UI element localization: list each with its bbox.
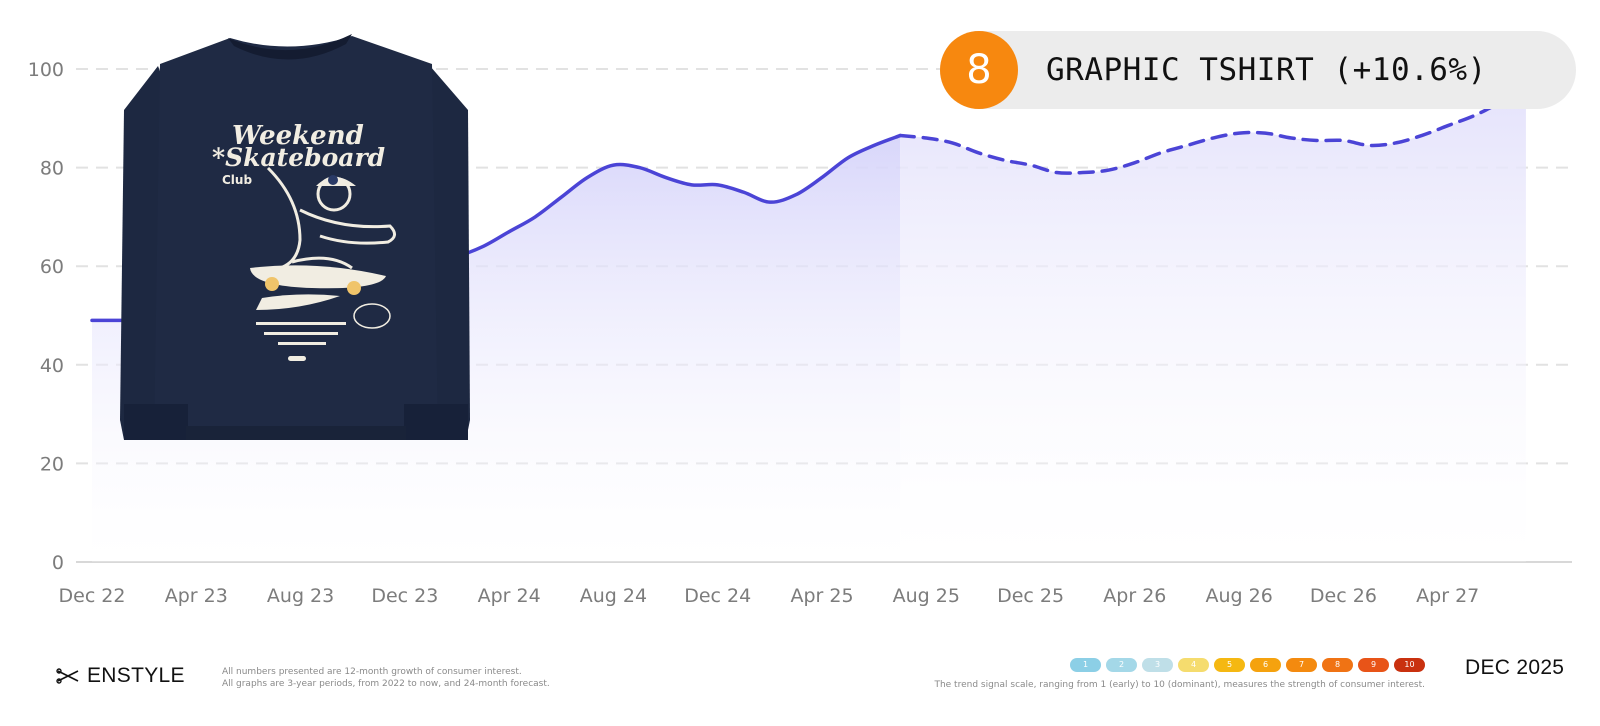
scale-pill-2: 2 — [1106, 658, 1137, 672]
x-tick-label: Dec 24 — [684, 585, 751, 607]
x-tick-label: Dec 25 — [997, 585, 1064, 607]
footer-note-1: All numbers presented are 12-month growt… — [222, 667, 522, 677]
product-tshirt-image: Weekend *Skateboard Club — [120, 34, 470, 440]
trend-signal-scale: 1 2 3 4 5 6 7 8 9 10 — [1070, 658, 1425, 672]
x-axis-ticks: Dec 22 Apr 23 Aug 23 Dec 23 Apr 24 Aug 24 Dec … — [59, 585, 1480, 607]
report-date: DEC 2025 — [1465, 656, 1565, 679]
x-tick-label: Apr 27 — [1416, 585, 1479, 607]
scale-note: The trend signal scale, ranging from 1 (… — [934, 680, 1425, 690]
y-tick-label: 60 — [40, 256, 64, 278]
footer-notes: All numbers presented are 12-month growt… — [222, 666, 550, 690]
footer-note-2: All graphs are 3-year periods, from 2022… — [222, 679, 550, 689]
x-tick-label: Apr 24 — [478, 585, 541, 607]
forecast-line — [898, 94, 1528, 175]
y-tick-label: 0 — [52, 552, 64, 574]
x-tick-label: Apr 25 — [790, 585, 853, 607]
x-tick-label: Dec 26 — [1310, 585, 1377, 607]
scale-pill-9: 9 — [1358, 658, 1389, 672]
y-tick-label: 100 — [28, 59, 64, 81]
x-tick-label: Aug 25 — [893, 585, 960, 607]
brand-name: ENSTYLE — [87, 664, 185, 687]
x-tick-label: Dec 23 — [371, 585, 438, 607]
scale-pill-4: 4 — [1178, 658, 1209, 672]
trend-rank-badge: 8 — [940, 31, 1018, 109]
brand-logo: ENSTYLE — [56, 664, 185, 688]
title-pill — [940, 31, 1576, 109]
y-tick-label: 20 — [40, 453, 64, 475]
scissors-icon — [56, 668, 79, 684]
scale-pill-6: 6 — [1250, 658, 1281, 672]
print-text-line3: Club — [222, 173, 252, 187]
series-area-1 — [92, 135, 901, 562]
chart-title: GRAPHIC TSHIRT (+10.6%) — [1046, 52, 1487, 88]
x-tick-label: Apr 23 — [165, 585, 228, 607]
x-tick-label: Aug 23 — [267, 585, 334, 607]
print-text-line2: *Skateboard — [212, 143, 385, 172]
x-tick-label: Aug 24 — [580, 585, 647, 607]
scale-pill-7: 7 — [1286, 658, 1317, 672]
print-text-line1: Weekend — [232, 121, 364, 151]
scale-pill-10: 10 — [1394, 658, 1425, 672]
y-axis-ticks: 0 20 40 60 80 100 — [28, 59, 64, 574]
scale-pill-8: 8 — [1322, 658, 1353, 672]
y-tick-label: 80 — [40, 158, 64, 180]
scale-pill-3: 3 — [1142, 658, 1173, 672]
series-area-2 — [900, 96, 1526, 563]
x-tick-label: Dec 22 — [59, 585, 126, 607]
scale-pill-5: 5 — [1214, 658, 1245, 672]
x-tick-label: Apr 26 — [1103, 585, 1166, 607]
area-fills — [92, 96, 1526, 563]
x-tick-label: Aug 26 — [1205, 585, 1272, 607]
y-tick-label: 40 — [40, 355, 64, 377]
scale-pill-1: 1 — [1070, 658, 1101, 672]
